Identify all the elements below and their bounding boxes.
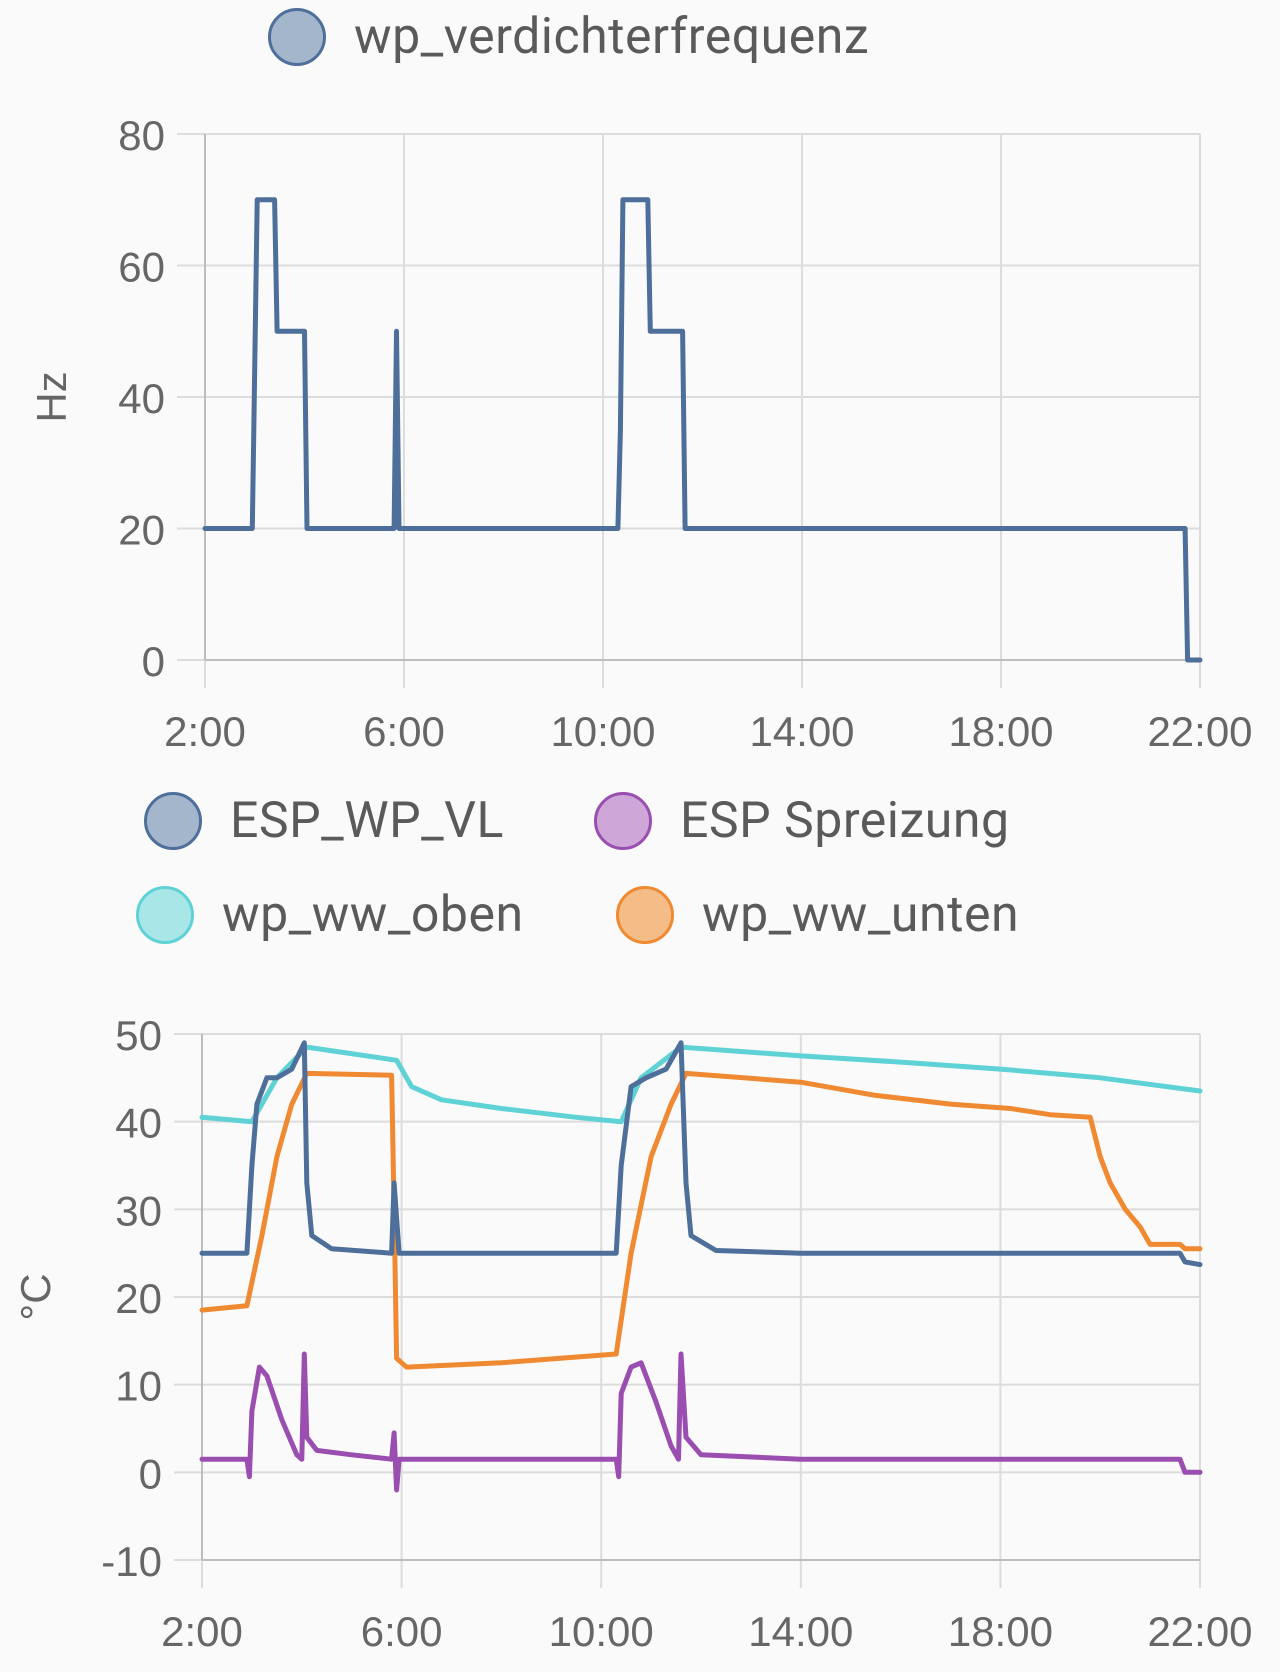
legend-color-swatch: [594, 792, 652, 850]
chart-card-compressor-frequency: wp_verdichterfrequenz 80 60 40 20 0 2:00 6:00 1…: [0, 0, 1280, 760]
x-tick-label: 6:00: [361, 1608, 443, 1655]
legend-color-swatch: [616, 886, 674, 944]
legend-label: ESP Spreizung: [680, 792, 1010, 850]
series-line-wp-verdichterfrequenz[interactable]: [202, 197, 1203, 663]
legend-item-esp-wp-vl[interactable]: ESP_WP_VL: [144, 792, 504, 850]
legend-item-wp-ww-unten[interactable]: wp_ww_unten: [616, 886, 1019, 944]
legend-item-wp-ww-oben[interactable]: wp_ww_oben: [136, 886, 524, 944]
legend-label: ESP_WP_VL: [230, 792, 504, 850]
x-tick-label: 14:00: [748, 1608, 853, 1655]
y-tick-label: 30: [115, 1187, 162, 1234]
y-tick-label: 0: [139, 1450, 162, 1497]
series-line-wp-ww-unten[interactable]: [199, 1070, 1203, 1370]
chart-card-temperatures: ESP_WP_VL ESP Spreizung wp_ww_oben wp_ww…: [0, 790, 1280, 1672]
chart-legend: ESP_WP_VL ESP Spreizung wp_ww_oben wp_ww…: [0, 790, 1280, 980]
line-chart-temperatures: 50 40 30 20 10 0 -10 2:00 6:00 10:00 14:00 18:00 22:…: [12, 1012, 1253, 1655]
y-tick-label: 50: [115, 1012, 162, 1059]
y-tick-label: 0: [142, 638, 165, 685]
legend-color-swatch: [268, 8, 326, 66]
legend-color-swatch: [144, 792, 202, 850]
series-line-esp-spreizung[interactable]: [199, 1351, 1203, 1493]
y-axis-label: Hz: [28, 371, 75, 422]
y-tick-label: 60: [118, 244, 165, 291]
y-tick-label: 80: [118, 112, 165, 159]
legend-color-swatch: [136, 886, 194, 944]
series-line-wp-ww-oben[interactable]: [199, 1044, 1203, 1125]
legend-label: wp_ww_unten: [702, 886, 1020, 944]
chart-legend: wp_verdichterfrequenz: [0, 0, 1280, 80]
series-line-esp-wp-vl[interactable]: [199, 1040, 1203, 1268]
y-axis-label: °C: [12, 1273, 59, 1320]
y-tick-label: -10: [101, 1538, 162, 1585]
y-tick-label: 10: [115, 1363, 162, 1410]
y-tick-label: 40: [118, 375, 165, 422]
x-tick-label: 22:00: [1147, 708, 1252, 755]
x-tick-label: 18:00: [948, 1608, 1053, 1655]
legend-item-wp-verdichterfrequenz[interactable]: wp_verdichterfrequenz: [268, 8, 869, 66]
y-tick-label: 40: [115, 1100, 162, 1147]
y-tick-label: 20: [115, 1275, 162, 1322]
x-tick-label: 22:00: [1147, 1608, 1252, 1655]
legend-item-esp-spreizung[interactable]: ESP Spreizung: [594, 792, 1010, 850]
x-tick-label: 14:00: [749, 708, 854, 755]
x-tick-label: 6:00: [363, 708, 445, 755]
x-tick-label: 18:00: [948, 708, 1053, 755]
x-tick-label: 10:00: [549, 1608, 654, 1655]
y-tick-label: 20: [118, 507, 165, 554]
x-tick-label: 2:00: [164, 708, 246, 755]
line-chart-frequency: 80 60 40 20 0 2:00 6:00 10:00 14:00 18:00 22:00 Hz: [28, 112, 1253, 755]
x-tick-label: 2:00: [161, 1608, 243, 1655]
legend-label: wp_ww_oben: [222, 886, 524, 944]
x-tick-label: 10:00: [550, 708, 655, 755]
legend-label: wp_verdichterfrequenz: [354, 8, 870, 66]
